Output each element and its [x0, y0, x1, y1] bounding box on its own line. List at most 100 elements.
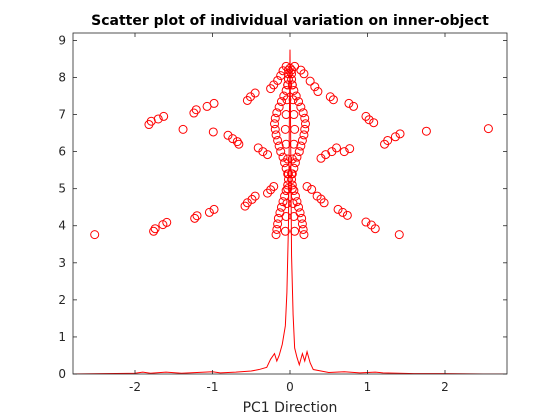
scatter-point [299, 230, 309, 240]
scatter-point [294, 202, 304, 212]
scatter-point [290, 124, 300, 134]
scatter-point [274, 102, 284, 112]
scatter-point [319, 198, 329, 208]
scatter-point [271, 130, 281, 140]
scatter-point [390, 132, 400, 142]
scatter-point [276, 147, 286, 157]
scatter-point [394, 230, 404, 240]
scatter-point [349, 101, 359, 111]
scatter-point [296, 141, 306, 151]
y-tick-label: 3 [58, 256, 66, 270]
scatter-point [234, 139, 244, 149]
scatter-point [395, 129, 405, 139]
x-axis: -2 -1 0 1 2 [129, 33, 449, 394]
x-tick-label: -1 [207, 380, 219, 394]
scatter-point [321, 150, 331, 160]
y-tick-label: 2 [58, 293, 66, 307]
scatter-point [280, 191, 290, 201]
x-tick-label: 1 [364, 380, 372, 394]
scatter-point [208, 127, 218, 137]
scatter-point [274, 141, 284, 151]
plot-area [73, 49, 507, 374]
scatter-point [287, 169, 297, 179]
scatter-point [289, 211, 299, 221]
y-tick-label: 6 [58, 145, 66, 159]
scatter-point [283, 184, 293, 194]
scatter-point [223, 130, 233, 140]
scatter-point [90, 230, 100, 240]
scatter-point [266, 185, 276, 195]
scatter-point [325, 92, 335, 102]
scatter-point [162, 217, 172, 227]
scatter-point [272, 108, 282, 118]
scatter-point [328, 95, 338, 105]
scatter-point [289, 110, 299, 120]
scatter-point [307, 184, 317, 194]
scatter-point [149, 226, 159, 236]
scatter-point [290, 191, 300, 201]
scatter-point [383, 135, 393, 145]
scatter-point [283, 154, 293, 164]
scatter-point [299, 130, 309, 140]
scatter-point [283, 80, 293, 90]
scatter-point [300, 113, 310, 123]
scatter-point [289, 139, 299, 149]
y-tick-label: 0 [58, 367, 66, 381]
scatter-point [178, 124, 188, 134]
scatter-point [204, 207, 214, 217]
scatter-point [289, 186, 299, 196]
scatter-point [369, 118, 379, 128]
y-axis: 0 1 2 3 4 5 6 7 8 9 [58, 33, 507, 381]
scatter-point [333, 204, 343, 214]
y-tick-label: 1 [58, 330, 66, 344]
scatter-point [150, 224, 160, 234]
scatter-point [263, 188, 273, 198]
scatter-point [297, 219, 307, 229]
scatter-point [283, 65, 293, 75]
scatter-point [310, 82, 320, 92]
scatter-point [282, 95, 292, 105]
y-tick-label: 8 [58, 70, 66, 84]
scatter-point [153, 114, 163, 124]
scatter-point [313, 87, 323, 97]
x-tick-label: -2 [129, 380, 141, 394]
scatter-point [273, 213, 283, 223]
scatter-point [292, 152, 302, 162]
scatter-point [301, 119, 310, 129]
scatter-point [278, 152, 288, 162]
y-tick-label: 5 [58, 182, 66, 196]
y-tick-label: 7 [58, 108, 66, 122]
scatter-point [361, 111, 371, 121]
scatter-point [483, 124, 493, 134]
scatter-point [273, 219, 283, 229]
y-tick-label: 9 [58, 33, 66, 47]
scatter-point [258, 147, 268, 157]
x-tick-label: 2 [441, 380, 449, 394]
scatter-point [276, 202, 286, 212]
scatter-point [280, 226, 290, 236]
scatter-point [287, 80, 297, 90]
scatter-point [305, 76, 315, 86]
scatter-point [190, 213, 200, 223]
scatter-point [276, 97, 286, 107]
scatter-point [263, 150, 273, 160]
scatter-point [287, 154, 297, 164]
scatter-point [296, 102, 306, 112]
scatter-point [272, 224, 282, 234]
scatter-point [250, 88, 260, 98]
scatter-point [159, 111, 169, 121]
scatter-point [271, 230, 281, 240]
scatter-point [228, 134, 238, 144]
x-tick-label: 0 [286, 380, 294, 394]
chart-title: Scatter plot of individual variation on … [91, 13, 489, 29]
scatter-point [270, 119, 279, 129]
scatter-point [345, 144, 355, 154]
scatter-point [332, 143, 341, 153]
x-axis-label: PC1 Direction [243, 400, 338, 416]
scatter-point [289, 163, 299, 173]
scatter-point [298, 108, 308, 118]
scatter-point [273, 135, 283, 145]
scatter-point [192, 211, 202, 221]
scatter-point [299, 69, 309, 79]
